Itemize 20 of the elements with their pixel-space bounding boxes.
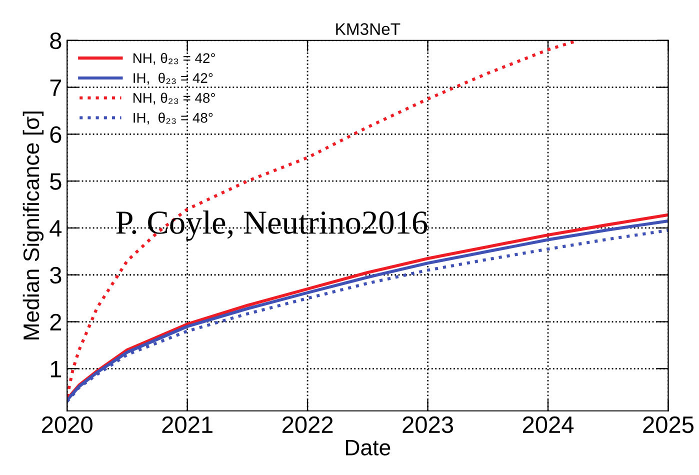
x-tick-label: 2025 bbox=[643, 416, 694, 434]
x-tick-label: 2021 bbox=[162, 416, 212, 434]
x-tick-label: 2024 bbox=[522, 416, 574, 434]
annotation: P. Coyle, Neutrino2016 bbox=[116, 210, 428, 241]
x-tick-label: 2023 bbox=[402, 416, 454, 434]
y-tick-label: 5 bbox=[50, 173, 62, 190]
y-tick-label: 1 bbox=[50, 360, 62, 378]
y-tick-label: 8 bbox=[50, 32, 62, 50]
y-tick-label: 4 bbox=[50, 220, 62, 237]
y-tick-label: 6 bbox=[50, 126, 62, 143]
chart-title: KM3NeT bbox=[336, 23, 400, 35]
legend-label: IH, θ₂₃ = 42° bbox=[134, 72, 213, 85]
y-tick-label: 7 bbox=[50, 80, 62, 96]
x-tick-label: 2022 bbox=[282, 416, 333, 434]
x-axis-title: Date bbox=[346, 440, 390, 456]
legend-label: NH, θ₂₃ = 48° bbox=[134, 92, 215, 104]
x-tick-label: 2020 bbox=[42, 416, 92, 434]
y-tick-label: 2 bbox=[50, 314, 62, 330]
y-axis-title: Median Significance [σ] bbox=[22, 112, 44, 340]
y-tick-label: 3 bbox=[50, 266, 62, 284]
